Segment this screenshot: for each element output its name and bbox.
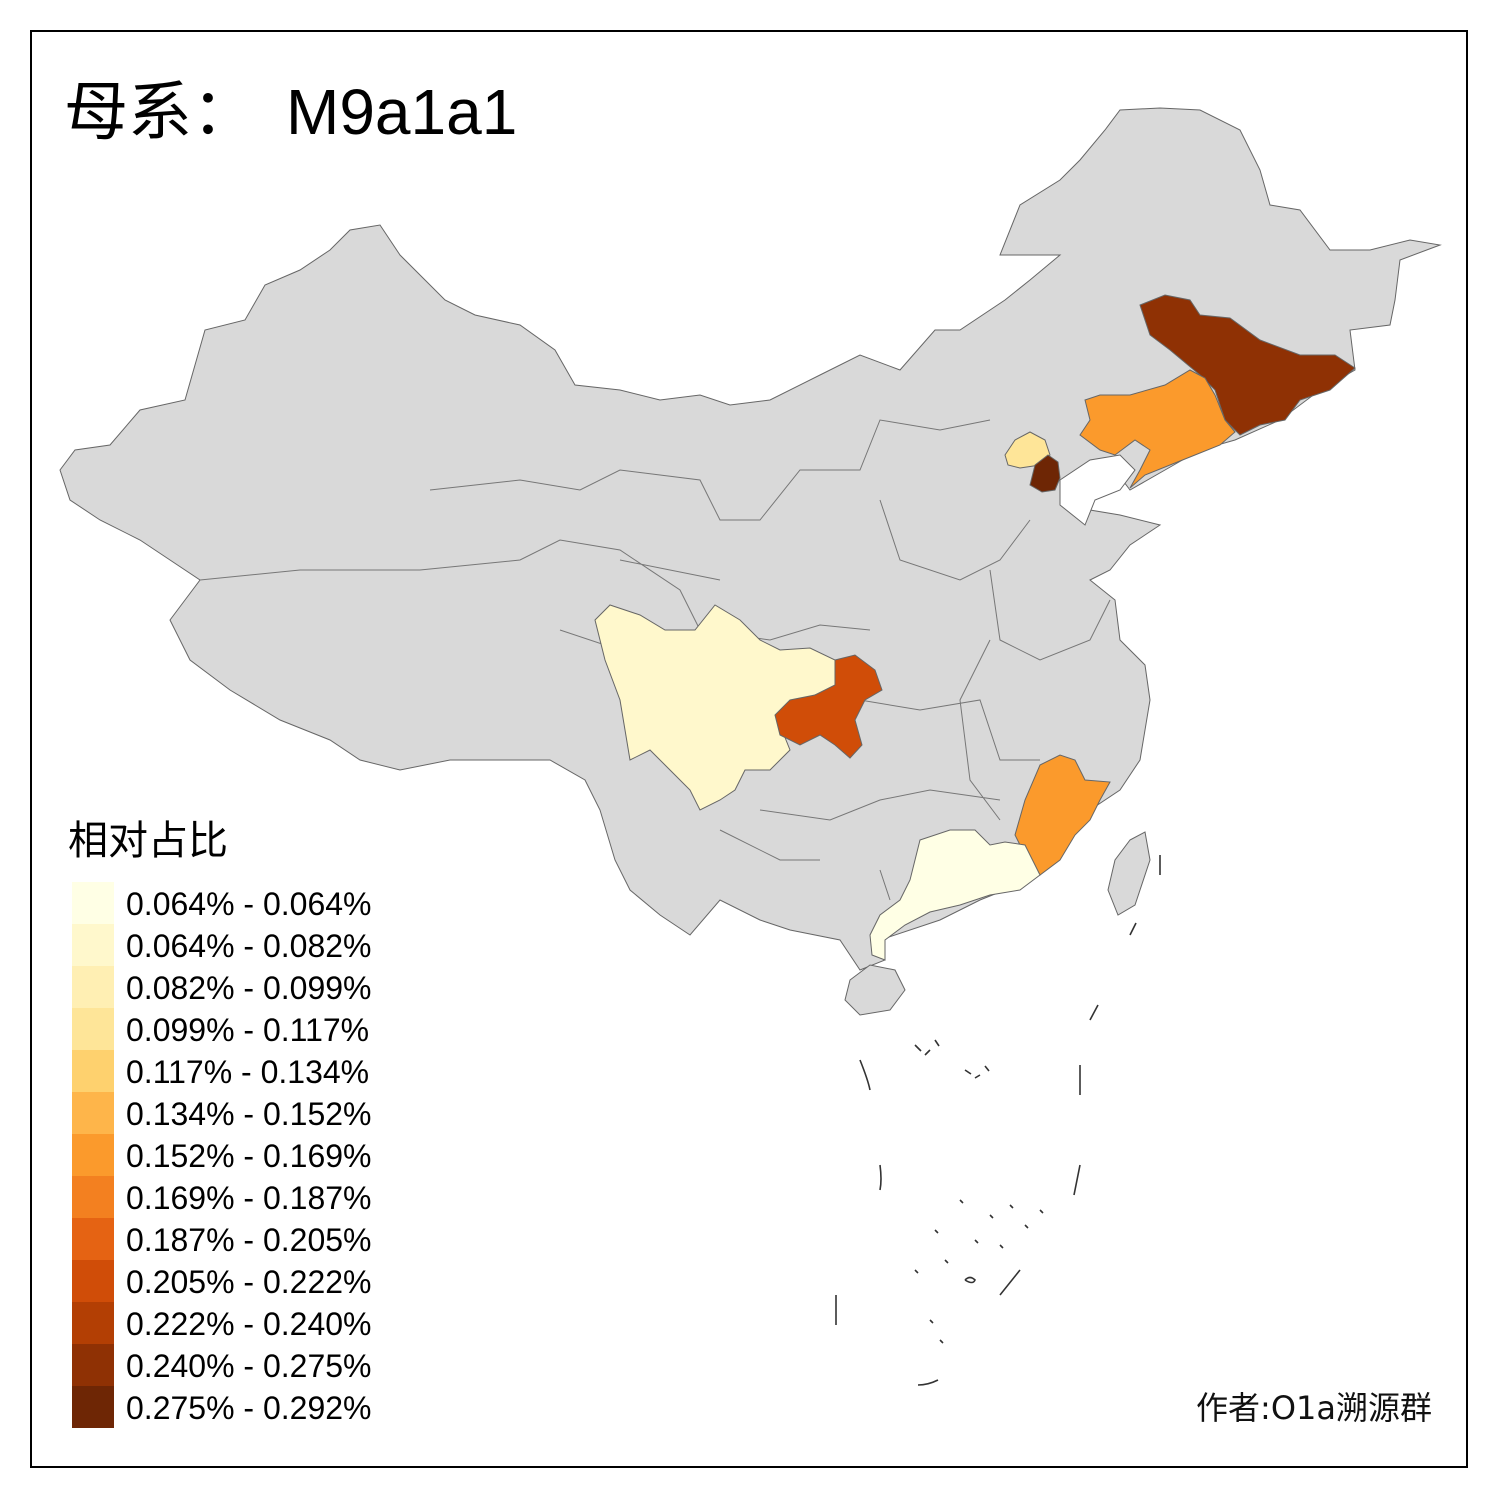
legend-swatch [72, 966, 114, 1008]
legend-label: 0.064% - 0.064% [126, 886, 372, 922]
map-frame [30, 30, 1468, 1468]
legend-label: 0.099% - 0.117% [126, 1012, 370, 1048]
legend-swatch [72, 1050, 114, 1092]
title-label: 母系： [64, 76, 256, 150]
legend-label: 0.205% - 0.222% [126, 1264, 372, 1300]
region-liaoning [1079, 369, 1236, 489]
legend-label: 0.064% - 0.082% [126, 928, 372, 964]
legend-label: 0.134% - 0.152% [126, 1096, 372, 1132]
legend-label: 0.240% - 0.275% [126, 1348, 372, 1384]
legend-label: 0.117% - 0.134% [126, 1054, 370, 1090]
region-fujian [1014, 754, 1111, 876]
title-value: M9a1a1 [286, 76, 518, 148]
legend-swatch [72, 1134, 114, 1176]
region-tianjin [1029, 454, 1061, 493]
legend-label: 0.169% - 0.187% [126, 1180, 372, 1216]
map-title: 母系： M9a1a1 [64, 72, 517, 153]
legend-swatch [72, 1386, 114, 1428]
legend-title: 相对占比 [68, 818, 228, 864]
region-chongqing [774, 654, 883, 759]
legend-swatch [72, 1218, 114, 1260]
legend-swatch [72, 1008, 114, 1050]
author-credit: 作者:O1a溯源群 [1196, 1389, 1432, 1427]
legend-swatch [72, 1260, 114, 1302]
legend-swatch [72, 924, 114, 966]
legend-label: 0.082% - 0.099% [126, 970, 372, 1006]
legend-swatch [72, 882, 114, 924]
legend-label: 0.222% - 0.240% [126, 1306, 372, 1342]
legend-swatch [72, 1302, 114, 1344]
legend-swatch [72, 1092, 114, 1134]
legend-label: 0.187% - 0.205% [126, 1222, 372, 1258]
taiwan [1107, 831, 1151, 916]
bohai-sea [1059, 454, 1136, 526]
region-guangdong [869, 829, 1041, 961]
internal-boundaries [199, 419, 1111, 901]
south-sea-islands [835, 855, 1161, 1386]
mainland-outline [59, 107, 1442, 971]
legend-label: 0.152% - 0.169% [126, 1138, 372, 1174]
region-beijing [1004, 431, 1051, 469]
legend-swatch [72, 1176, 114, 1218]
hainan [844, 964, 906, 1016]
legend-label: 0.275% - 0.292% [126, 1390, 372, 1426]
legend-swatch [72, 1344, 114, 1386]
